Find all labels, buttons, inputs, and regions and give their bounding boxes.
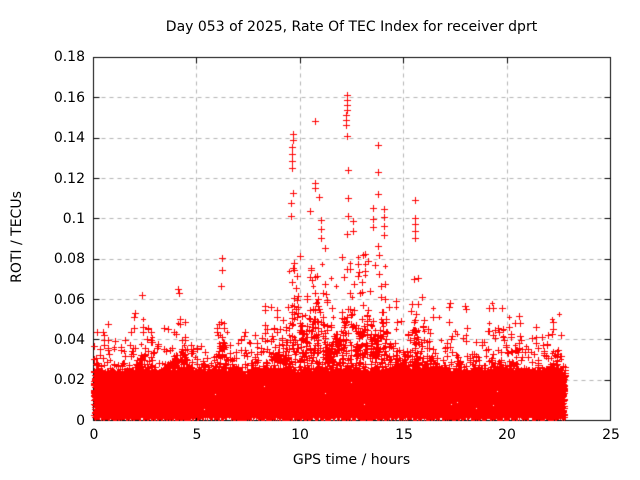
y-tick-label: 0.08: [53, 251, 85, 267]
x-tick-label: 5: [192, 427, 202, 443]
x-tick-label: 10: [291, 427, 309, 443]
y-tick-label: 0.06: [53, 292, 85, 308]
y-tick-label: 0.16: [53, 90, 85, 106]
y-tick-label: 0.12: [53, 171, 85, 187]
x-tick-label: 20: [498, 427, 516, 443]
y-tick-label: 0.14: [53, 130, 85, 146]
y-tick-label: 0.18: [53, 49, 85, 65]
x-axis-label: GPS time / hours: [292, 452, 411, 468]
y-tick-label: 0.02: [53, 372, 85, 388]
chart-title: Day 053 of 2025, Rate Of TEC Index for r…: [165, 19, 538, 35]
x-tick-label: 0: [89, 427, 99, 443]
y-tick-label: 0.1: [62, 211, 85, 227]
y-tick-label: 0.04: [53, 332, 85, 348]
x-tick-label: 15: [395, 427, 413, 443]
y-tick-label: 0: [76, 413, 85, 429]
x-tick-label: 25: [602, 427, 620, 443]
